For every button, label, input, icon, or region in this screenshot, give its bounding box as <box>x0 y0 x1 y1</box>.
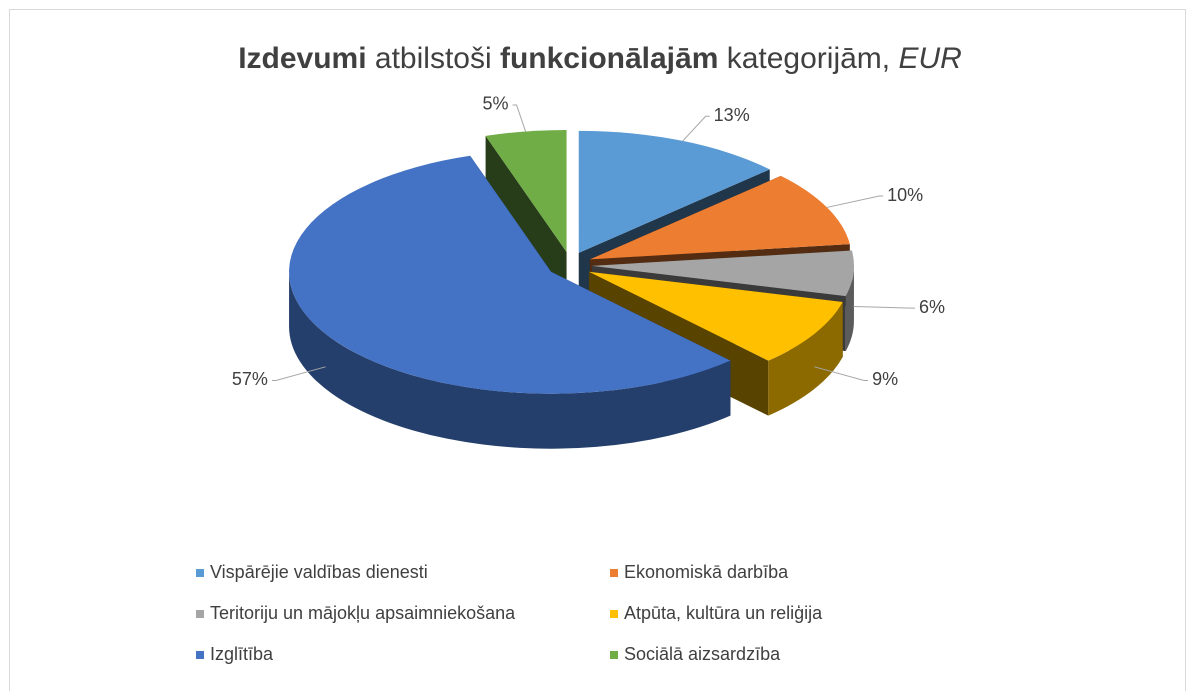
title-part: atbilstoši <box>367 42 500 75</box>
data-label: 6% <box>919 297 945 317</box>
data-label: 5% <box>483 94 509 114</box>
legend-swatch <box>610 569 618 577</box>
slice <box>588 271 843 361</box>
slice-wall <box>289 271 731 449</box>
legend-label: Atpūta, kultūra un reliģija <box>624 603 823 623</box>
legend-label: Ekonomiskā darbība <box>624 562 789 582</box>
leader-line <box>271 366 326 381</box>
chart-title: Izdevumi atbilstoši funkcionālajām kateg… <box>238 42 962 75</box>
slice <box>589 175 850 260</box>
data-label: 13% <box>714 105 750 125</box>
legend-swatch <box>196 610 204 618</box>
leader-line <box>682 115 710 142</box>
legend-swatch <box>196 569 204 577</box>
title-part: kategorijām, <box>718 42 898 75</box>
legend-label: Vispārējie valdības dienesti <box>210 562 428 582</box>
legend-label: Teritoriju un mājokļu apsaimniekošana <box>210 603 516 623</box>
leader-line <box>853 305 915 309</box>
slice-wall <box>768 302 843 416</box>
leader-line <box>826 195 884 208</box>
slice <box>578 130 770 253</box>
legend-swatch <box>610 651 618 659</box>
title-part: funkcionālajām <box>500 42 718 75</box>
slice-side <box>485 135 567 307</box>
legend-label: Sociālā aizsardzība <box>624 644 781 664</box>
leader-line <box>512 104 527 132</box>
slice <box>289 155 731 394</box>
data-label: 9% <box>872 369 898 389</box>
legend-swatch <box>610 610 618 618</box>
title-part: EUR <box>898 42 961 75</box>
slice-wall <box>845 265 854 352</box>
slice <box>591 250 854 297</box>
slice <box>485 129 567 252</box>
data-label: 57% <box>232 369 268 389</box>
legend-swatch <box>196 651 204 659</box>
leader-line <box>814 366 869 381</box>
title-part: Izdevumi <box>238 42 366 75</box>
legend-label: Izglītība <box>210 644 274 664</box>
data-label: 10% <box>887 185 923 205</box>
